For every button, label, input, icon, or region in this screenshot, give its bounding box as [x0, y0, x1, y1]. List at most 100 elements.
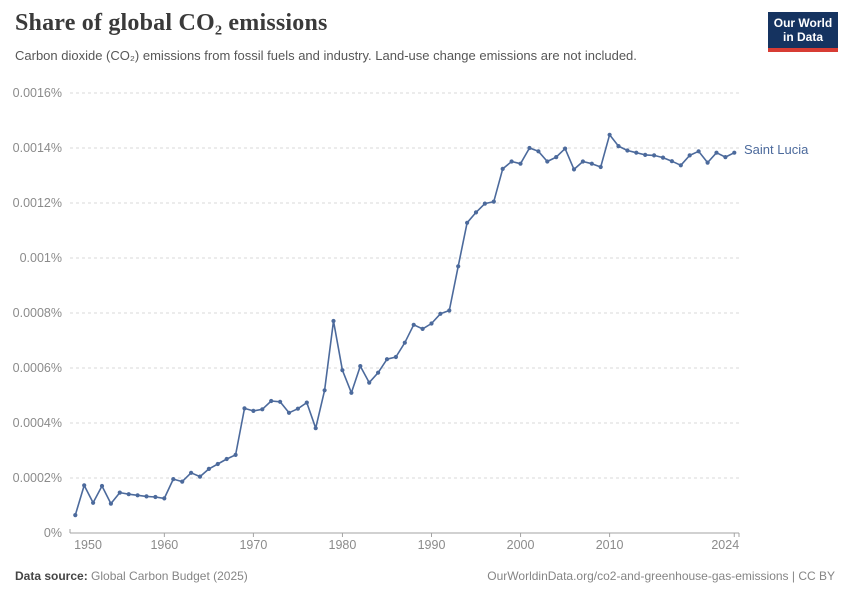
data-point[interactable]	[349, 390, 354, 395]
data-point[interactable]	[607, 132, 612, 137]
data-point[interactable]	[82, 483, 87, 488]
data-point[interactable]	[491, 199, 496, 204]
data-point[interactable]	[189, 470, 194, 475]
data-point[interactable]	[687, 153, 692, 158]
x-axis-label: 2000	[507, 538, 535, 552]
data-point[interactable]	[580, 159, 586, 164]
data-point[interactable]	[714, 150, 719, 155]
data-point[interactable]	[162, 496, 167, 501]
data-point[interactable]	[696, 149, 701, 154]
data-point[interactable]	[678, 163, 683, 168]
data-point[interactable]	[447, 308, 452, 313]
data-point[interactable]	[563, 146, 568, 151]
y-axis-label: 0.0002%	[13, 471, 62, 485]
data-point[interactable]	[411, 322, 416, 327]
data-point[interactable]	[625, 148, 630, 153]
data-point[interactable]	[571, 167, 577, 172]
data-point[interactable]	[171, 477, 176, 482]
data-point[interactable]	[367, 380, 372, 385]
data-point[interactable]	[144, 494, 149, 499]
page-title: Share of global CO₂ emissions	[15, 10, 328, 36]
data-point[interactable]	[91, 500, 96, 505]
data-line[interactable]	[74, 134, 736, 516]
data-point[interactable]	[429, 321, 434, 326]
x-axis-label: 2010	[596, 538, 624, 552]
data-source-value: Global Carbon Budget (2025)	[87, 569, 248, 583]
data-point[interactable]	[278, 399, 283, 404]
data-point[interactable]	[269, 398, 274, 404]
data-point[interactable]	[126, 492, 131, 497]
y-axis-label: 0.0008%	[13, 306, 62, 320]
y-axis-label: 0.001%	[20, 251, 62, 265]
y-axis-label: 0.0014%	[13, 141, 62, 155]
x-axis-label: 2024	[711, 538, 739, 552]
data-point[interactable]	[197, 474, 203, 479]
data-point[interactable]	[295, 406, 300, 411]
data-point[interactable]	[180, 479, 185, 484]
data-point[interactable]	[215, 461, 220, 467]
data-point[interactable]	[473, 210, 479, 215]
license-link[interactable]: OurWorldinData.org/co2-and-greenhouse-ga…	[487, 569, 835, 583]
data-point[interactable]	[242, 406, 247, 411]
data-point[interactable]	[153, 494, 158, 500]
data-point[interactable]	[509, 159, 514, 164]
x-axis-label: 1950	[74, 538, 102, 552]
data-point[interactable]	[99, 483, 105, 489]
data-point[interactable]	[669, 159, 675, 164]
data-point[interactable]	[402, 340, 407, 345]
data-point[interactable]	[500, 166, 505, 171]
series-label-saint-lucia[interactable]: Saint Lucia	[744, 142, 809, 157]
data-point[interactable]	[705, 160, 710, 165]
data-point[interactable]	[340, 368, 345, 373]
data-point[interactable]	[732, 150, 737, 155]
data-point[interactable]	[322, 388, 327, 393]
data-point[interactable]	[206, 466, 211, 471]
data-point[interactable]	[135, 493, 140, 498]
data-point[interactable]	[598, 164, 603, 170]
data-point[interactable]	[260, 407, 265, 412]
data-point[interactable]	[554, 155, 559, 160]
data-point[interactable]	[634, 150, 639, 155]
data-point[interactable]	[73, 513, 78, 518]
data-point[interactable]	[286, 410, 292, 415]
data-point[interactable]	[224, 456, 229, 462]
data-point[interactable]	[313, 426, 318, 431]
data-point[interactable]	[589, 161, 594, 166]
data-point[interactable]	[643, 152, 648, 157]
data-point[interactable]	[536, 149, 541, 154]
data-point[interactable]	[108, 501, 113, 506]
data-point[interactable]	[456, 264, 461, 269]
x-axis-label: 1980	[329, 538, 357, 552]
data-point[interactable]	[723, 155, 728, 160]
data-point[interactable]	[545, 159, 550, 164]
owid-logo[interactable]: Our World in Data	[768, 12, 838, 52]
data-point[interactable]	[384, 357, 390, 362]
data-point[interactable]	[465, 220, 470, 225]
data-point[interactable]	[420, 326, 425, 331]
data-point[interactable]	[358, 364, 363, 369]
data-point[interactable]	[616, 144, 621, 149]
data-point[interactable]	[251, 408, 256, 413]
data-point[interactable]	[304, 400, 309, 405]
x-axis-label: 1970	[239, 538, 267, 552]
data-point[interactable]	[117, 490, 122, 495]
data-point[interactable]	[438, 311, 443, 316]
data-point[interactable]	[393, 354, 398, 360]
data-point[interactable]	[527, 145, 532, 151]
y-axis-label: 0.0006%	[13, 361, 62, 375]
data-point[interactable]	[331, 318, 336, 324]
x-axis-label: 1960	[150, 538, 178, 552]
data-point[interactable]	[376, 370, 381, 375]
data-source-label: Data source:	[15, 569, 88, 583]
data-point[interactable]	[233, 452, 238, 457]
y-axis-label: 0.0004%	[13, 416, 62, 430]
data-point[interactable]	[518, 161, 523, 166]
data-source-note: Data source: Global Carbon Budget (2025)	[15, 569, 248, 583]
data-point[interactable]	[652, 153, 657, 158]
y-axis-label: 0.0016%	[13, 86, 62, 100]
owid-logo-line1: Our World	[773, 15, 833, 30]
data-point[interactable]	[660, 155, 666, 160]
data-point[interactable]	[482, 201, 487, 206]
